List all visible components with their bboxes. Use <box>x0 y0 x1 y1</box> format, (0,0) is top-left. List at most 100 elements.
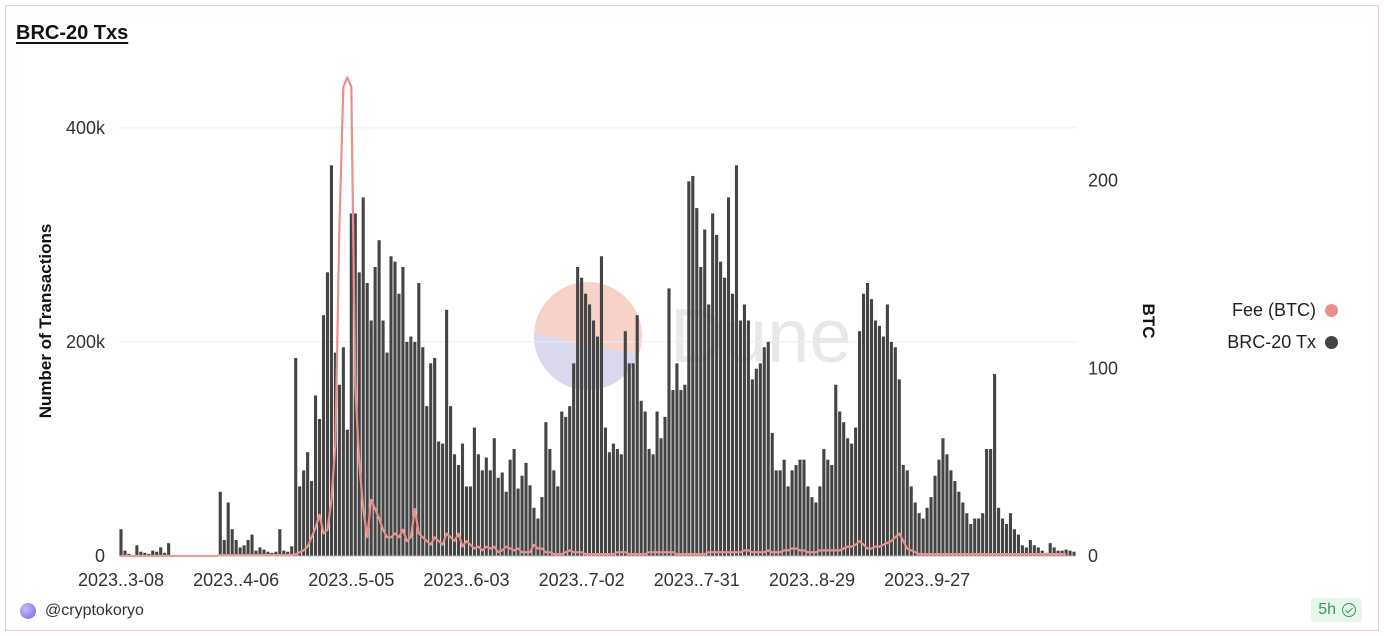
tx-bar <box>877 325 881 556</box>
legend-item-fee[interactable]: Fee (BTC) <box>1227 294 1338 326</box>
tx-bar <box>675 363 679 556</box>
tx-bar <box>699 266 703 556</box>
tx-bar <box>599 256 604 556</box>
legend-item-brc20[interactable]: BRC-20 Tx <box>1227 326 1338 358</box>
tx-bar <box>397 293 401 556</box>
tx-bar <box>1000 518 1005 556</box>
tx-bar <box>389 256 393 556</box>
tx-bar <box>758 363 762 556</box>
tx-bar <box>135 545 139 556</box>
tx-bar <box>393 261 397 557</box>
tx-bar <box>667 288 671 556</box>
y-tick-label: 400k <box>66 118 106 138</box>
tx-bar <box>814 502 818 556</box>
tx-bar <box>341 347 345 556</box>
legend-label-brc20: BRC-20 Tx <box>1227 331 1316 352</box>
tx-bar <box>977 518 981 556</box>
tx-bar <box>437 441 441 556</box>
tx-bar <box>337 384 341 556</box>
tx-bar <box>476 454 480 556</box>
tx-bar <box>314 395 318 556</box>
x-tick-label: 2023..4-06 <box>193 570 279 590</box>
refresh-age-text: 5h <box>1318 601 1336 618</box>
tx-bar <box>262 549 266 556</box>
tx-bar <box>1048 543 1052 556</box>
tx-bar <box>730 293 735 556</box>
tx-bar <box>357 272 361 556</box>
tx-bar <box>540 497 544 557</box>
tx-bar <box>862 293 866 556</box>
tx-bar <box>822 448 826 556</box>
legend-dot-brc20 <box>1325 335 1338 349</box>
tx-bar <box>858 331 862 556</box>
tx-bar <box>1012 529 1016 556</box>
tx-bar <box>580 277 584 556</box>
tx-bar <box>1016 534 1020 556</box>
tx-bar <box>615 448 619 556</box>
tx-bar <box>818 486 822 556</box>
tx-bar <box>365 283 369 556</box>
tx-bar <box>242 545 246 556</box>
tx-bar <box>401 266 405 556</box>
tx-bar <box>568 406 572 556</box>
tx-bar <box>1032 545 1036 556</box>
tx-bar <box>746 320 750 556</box>
tx-bar <box>719 261 723 557</box>
tx-bar <box>647 448 651 556</box>
tx-bar <box>842 422 846 556</box>
tx-bar <box>1024 547 1028 556</box>
y2-tick-label: 200 <box>1088 171 1118 191</box>
tx-bar <box>373 266 377 556</box>
user-avatar-icon <box>20 603 36 619</box>
tx-bar <box>445 309 449 556</box>
tx-bar <box>941 438 945 556</box>
tx-bar <box>838 411 842 556</box>
tx-bar <box>901 465 905 556</box>
tx-bar <box>250 534 254 556</box>
tx-bar <box>723 277 727 556</box>
legend-label-fee: Fee (BTC) <box>1231 299 1316 320</box>
author-link[interactable]: @cryptokoryo <box>20 602 144 620</box>
tx-bar <box>929 497 933 557</box>
tx-bar <box>1004 523 1009 556</box>
tx-bar <box>711 213 715 556</box>
tx-bar <box>560 411 564 556</box>
tx-bar <box>429 363 433 556</box>
tx-bar <box>460 443 465 556</box>
tx-bar <box>306 452 310 556</box>
tx-bar <box>595 336 600 556</box>
axes: 0 200k 400k 0 100 200 2023..3-08 2023..4-06 2023… <box>36 118 1158 590</box>
chart-card: BRC-20 Txs Dune 0 200k 400k 0 100 200 2023..3-… <box>5 5 1379 631</box>
x-tick-label: 2023..6-03 <box>423 570 509 590</box>
tx-bar <box>564 416 568 556</box>
fee-line-group <box>120 76 1067 558</box>
tx-bar <box>671 390 675 556</box>
tx-bar <box>282 550 286 556</box>
tx-bar <box>715 234 719 557</box>
tx-bar <box>989 448 993 556</box>
tx-bar <box>889 341 893 556</box>
tx-bar <box>520 475 524 556</box>
tx-bar <box>619 454 623 556</box>
tx-bar <box>913 502 917 556</box>
tx-bar <box>651 454 655 556</box>
tx-bar <box>695 208 699 556</box>
refresh-age-badge[interactable]: 5h <box>1311 598 1362 622</box>
tx-bar <box>349 213 353 556</box>
tx-bar <box>310 481 314 556</box>
tx-bar <box>794 465 798 556</box>
tx-bar <box>325 272 330 556</box>
tx-bar <box>512 448 516 556</box>
tx-bar <box>222 539 226 556</box>
tx-bar <box>687 181 691 556</box>
tx-bar <box>441 443 445 556</box>
tx-bar <box>286 551 290 556</box>
tx-bar <box>850 443 854 556</box>
x-tick-label: 2023..3-08 <box>78 570 164 590</box>
tx-bar <box>302 470 306 556</box>
tx-bar <box>834 384 838 556</box>
tx-bar <box>544 422 548 556</box>
chart-title[interactable]: BRC-20 Txs <box>16 22 129 44</box>
tx-bar <box>607 452 611 556</box>
